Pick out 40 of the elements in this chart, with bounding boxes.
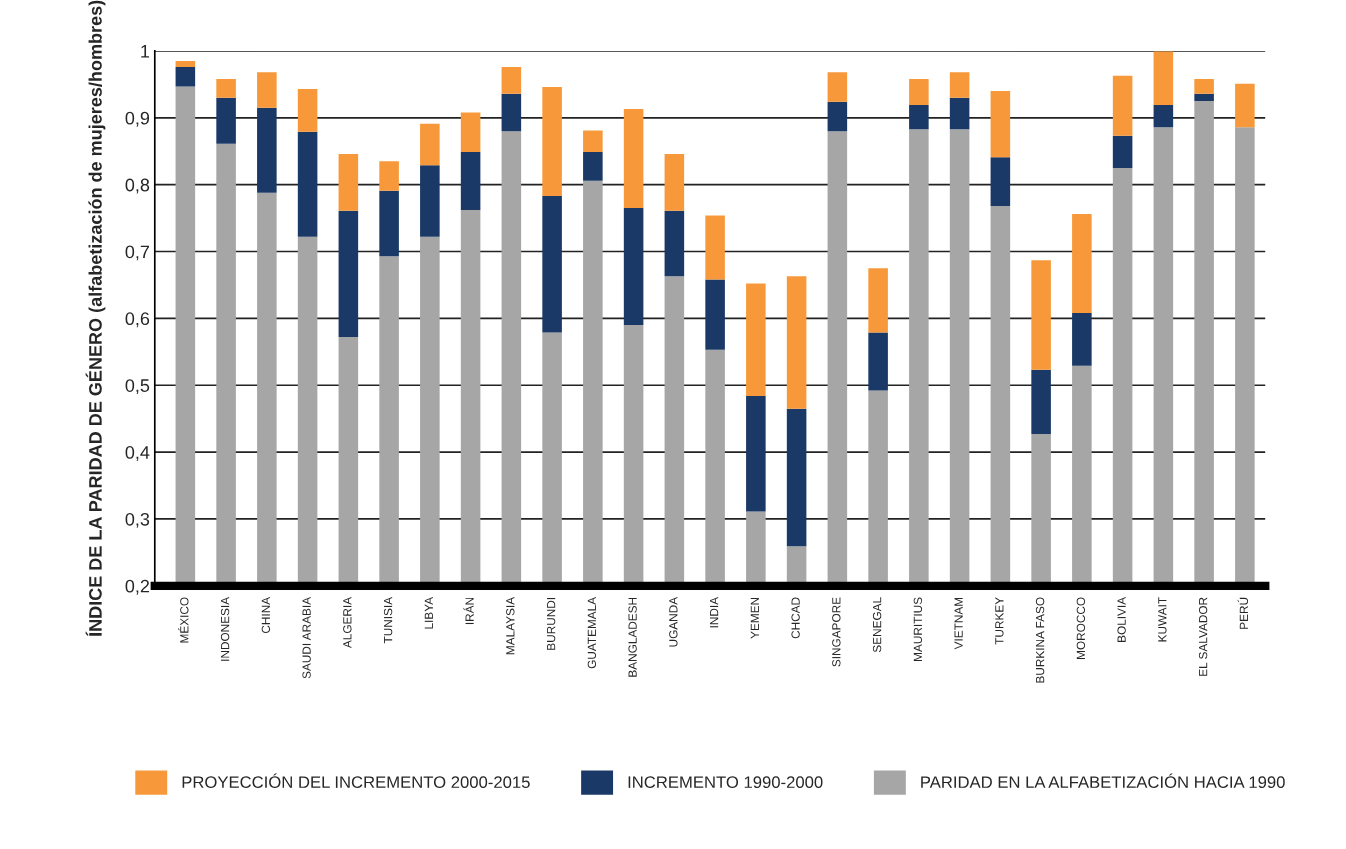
x-tick-label: SINGAPORE: [832, 597, 841, 667]
y-tick-label: 0,4: [125, 446, 150, 461]
y-tick-label: 0,7: [125, 245, 150, 261]
y-tick-label: 0,6: [125, 312, 150, 328]
x-tick-label: MOROCCO: [1076, 597, 1086, 659]
x-tick-label: MALAYSIA: [506, 596, 515, 655]
x-tick-label: ALGERIA: [343, 596, 352, 649]
x-tick-label: YEMEN: [750, 597, 759, 639]
y-tick-label: 0,2: [125, 579, 150, 595]
y-axis-title: ÍNDICE DE LA PARIDAD DE GÉNERO (alfabetización de mujeres/hombres): [85, 0, 106, 636]
x-tick-label: INDONESIA: [220, 596, 230, 661]
y-tick-label: 0,3: [125, 512, 150, 528]
x-tick-label: EL SALVADOR: [1198, 597, 1208, 676]
x-tick-label: SAUDI ARABIA: [302, 596, 311, 679]
x-tick-label: VIETNAM: [954, 597, 963, 650]
legend-label: PARIDAD EN LA ALFABETIZACIÓN HACIA 1990: [921, 773, 1285, 789]
x-tick-label: MÉXICO: [178, 597, 189, 643]
x-tick-label: INDIA: [710, 596, 719, 628]
legend-label: INCREMENTO 1990-2000: [628, 776, 823, 789]
x-tick-label: PERÚ: [1237, 597, 1249, 629]
y-tick-label: 1: [141, 45, 150, 58]
x-tick-label: CHCAD: [791, 597, 800, 639]
x-tick-label: BOLIVIA: [1117, 596, 1126, 642]
y-tick-label: 0,5: [125, 379, 150, 395]
x-tick-label: IRÁN: [463, 597, 474, 625]
x-tick-label: BANGLADESH: [628, 597, 637, 677]
x-tick-label: TUNISIA: [383, 596, 393, 644]
x-tick-label: UGANDA: [669, 596, 678, 647]
x-tick-label: CHINA: [261, 596, 271, 634]
x-tick-label: BURUNDI: [547, 598, 556, 650]
x-tick-label: TURKEY: [995, 597, 1004, 645]
x-tick-label: KUWAIT: [1158, 597, 1167, 642]
x-tick-label: GUATEMALA: [587, 596, 597, 669]
y-tick-label: 0,8: [125, 178, 150, 194]
x-tick-label: SENEGAL: [872, 597, 882, 653]
legend-label: PROYECCIÓN DEL INCREMENTO 2000-2015: [182, 773, 530, 789]
x-tick-label: MAURITIUS: [913, 597, 923, 661]
x-tick-label: BURKINA FASO: [1035, 597, 1045, 683]
y-tick-label: 0,9: [125, 111, 150, 127]
x-tick-label: LIBYA: [424, 596, 433, 629]
